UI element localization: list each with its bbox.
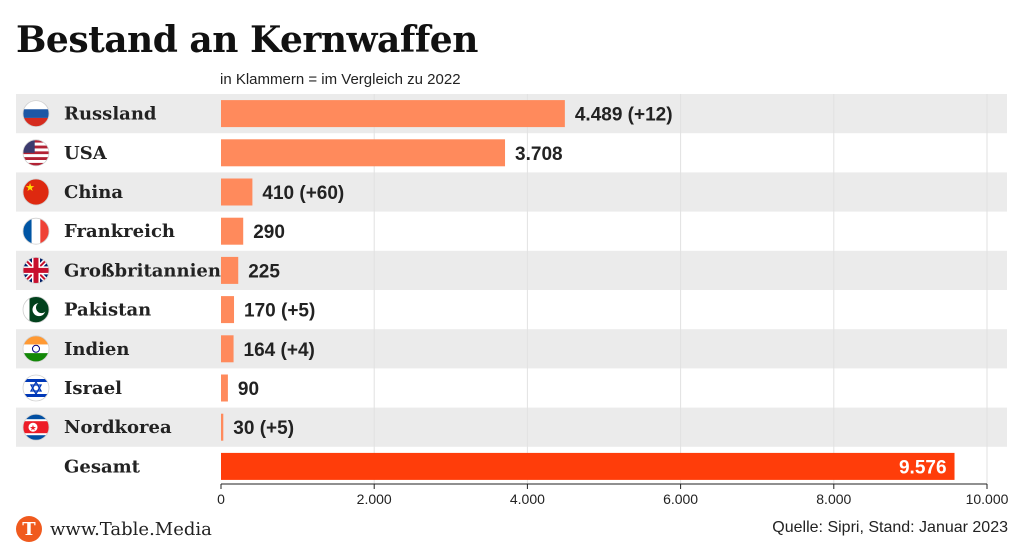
x-tick-label: 0 bbox=[217, 491, 225, 507]
brand-footer[interactable]: T www.Table.Media bbox=[16, 516, 212, 542]
data-label-indien: 164 (+4) bbox=[244, 340, 315, 361]
category-label-nordkorea: Nordkorea bbox=[64, 417, 172, 438]
bar-indien bbox=[221, 335, 234, 363]
page-title: Bestand an Kernwaffen bbox=[16, 19, 478, 61]
row-stripes bbox=[16, 94, 1007, 447]
bar-china bbox=[221, 178, 253, 206]
x-tick-label: 6.000 bbox=[663, 491, 698, 507]
x-tick-label: 10.000 bbox=[966, 491, 1009, 507]
grid-lines bbox=[373, 94, 988, 484]
row-stripe bbox=[16, 250, 1007, 290]
data-label-pakistan: 170 (+5) bbox=[244, 301, 315, 322]
category-label-russland: Russland bbox=[64, 104, 157, 125]
bar-pakistan bbox=[221, 296, 235, 324]
data-label-russland: 4.489 (+12) bbox=[575, 105, 673, 126]
category-label-usa: USA bbox=[64, 143, 108, 164]
category-label-israel: Israel bbox=[64, 378, 122, 399]
row-stripe bbox=[16, 329, 1007, 369]
flag-pakistan-icon bbox=[22, 296, 50, 324]
x-tick-label: 2.000 bbox=[357, 491, 392, 507]
data-label-gro-britannien: 225 bbox=[248, 261, 280, 282]
flag-israel-icon bbox=[22, 374, 50, 402]
bar-marks bbox=[221, 100, 955, 480]
row-stripe bbox=[16, 172, 1007, 212]
flag-russia-icon bbox=[22, 100, 50, 127]
bar-total bbox=[221, 452, 955, 480]
data-label-usa: 3.708 bbox=[515, 144, 563, 165]
table-media-logo-icon: T bbox=[16, 516, 42, 542]
flag-india-icon bbox=[22, 335, 50, 363]
flag-usa-icon bbox=[22, 139, 50, 167]
data-label-total: 9.576 bbox=[899, 457, 947, 478]
flag-north-korea-icon: ★ bbox=[22, 413, 50, 441]
flag-uk-icon bbox=[22, 256, 50, 284]
category-label-indien: Indien bbox=[64, 339, 129, 360]
category-label-gesamt: Gesamt bbox=[64, 456, 141, 477]
category-label-china: China bbox=[64, 182, 123, 203]
row-stripe bbox=[16, 407, 1007, 447]
bar-frankreich bbox=[221, 217, 244, 245]
bar-israel bbox=[221, 374, 228, 402]
svg-text:★: ★ bbox=[29, 424, 36, 433]
bar-usa bbox=[221, 139, 506, 167]
chart-subtitle: in Klammern = im Vergleich zu 2022 bbox=[220, 71, 461, 88]
flag-france-icon bbox=[22, 217, 50, 245]
source-note: Quelle: Sipri, Stand: Januar 2023 bbox=[772, 519, 1008, 536]
data-label-china: 410 (+60) bbox=[262, 183, 344, 204]
bar-gro-britannien bbox=[221, 256, 239, 284]
svg-text:★: ★ bbox=[25, 181, 35, 194]
data-label-frankreich: 290 bbox=[253, 222, 285, 243]
category-label-gro-britannien: Großbritannien bbox=[64, 260, 221, 281]
brand-link[interactable]: www.Table.Media bbox=[50, 518, 212, 540]
category-label-pakistan: Pakistan bbox=[64, 300, 151, 321]
flag-china-icon: ★ bbox=[22, 178, 50, 206]
x-tick-label: 4.000 bbox=[510, 491, 545, 507]
bar-russland bbox=[221, 100, 565, 128]
bar-nordkorea bbox=[221, 413, 224, 441]
x-tick-label: 8.000 bbox=[816, 491, 851, 507]
data-label-nordkorea: 30 (+5) bbox=[233, 418, 294, 439]
data-label-israel: 90 bbox=[238, 379, 259, 400]
category-label-frankreich: Frankreich bbox=[64, 221, 175, 242]
